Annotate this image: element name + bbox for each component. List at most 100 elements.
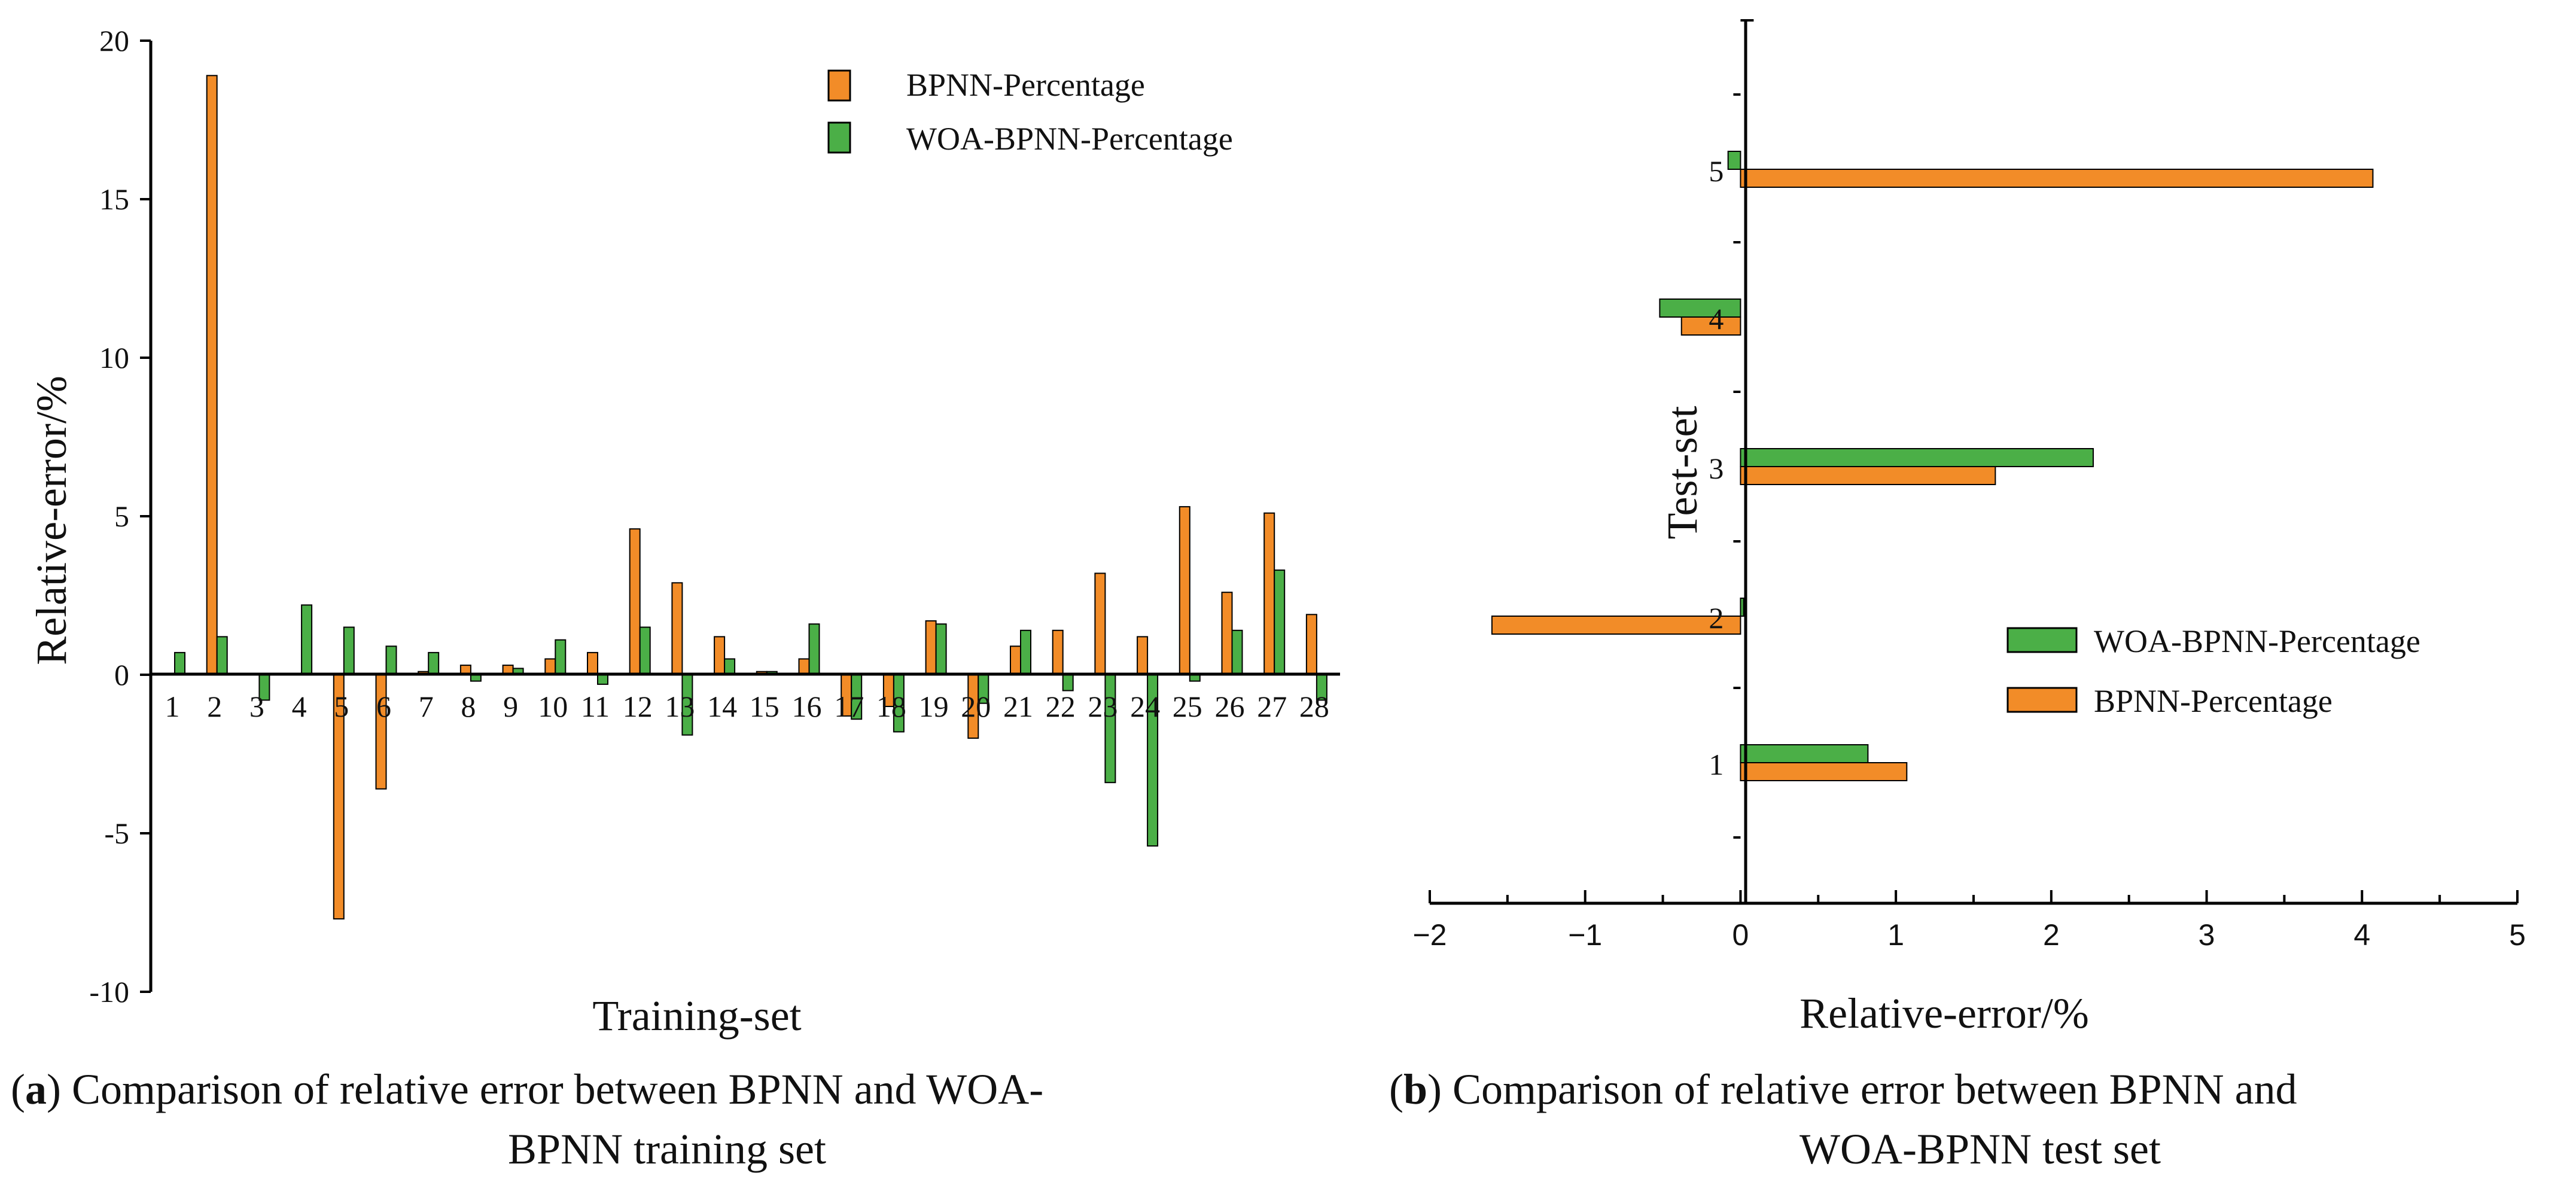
chart-b-x-axis-title: Relative-error/% xyxy=(1799,989,2089,1037)
chart-b-x-tick-label: 0 xyxy=(1732,918,1749,952)
chart-b-x-tick-label: 2 xyxy=(2043,918,2060,952)
chart-a-legend-label-woa: WOA-BPNN-Percentage xyxy=(906,121,1233,157)
chart-b-y-tick-label: 4 xyxy=(1709,302,1724,336)
chart-b-bar-woa-4 xyxy=(1659,298,1741,318)
chart-b-y-tick-label: 1 xyxy=(1709,748,1724,781)
chart-a-x-tick-label: 19 xyxy=(919,690,949,723)
chart-a-bar-woa-16 xyxy=(808,623,820,675)
chart-a-x-tick-label: 23 xyxy=(1088,690,1118,723)
chart-a-bar-woa-10 xyxy=(555,639,567,675)
chart-b-y-tick-label: 3 xyxy=(1709,452,1724,485)
chart-a-x-tick-label: 9 xyxy=(503,690,518,723)
chart-b-x-tick-label: −2 xyxy=(1412,918,1447,952)
chart-a-y-tick-label: 15 xyxy=(99,182,129,216)
chart-a-legend-label-bpnn: BPNN-Percentage xyxy=(906,67,1145,103)
chart-a-caption-text: ) Comparison of relative error between B… xyxy=(47,1065,1043,1113)
chart-a-x-tick-label: 4 xyxy=(292,690,307,723)
chart-a-y-tick-label: 5 xyxy=(114,499,129,533)
chart-a-y-axis-title: Relative-error/% xyxy=(28,376,75,665)
chart-b-caption-line2: WOA-BPNN test set xyxy=(1799,1125,2161,1173)
chart-b-y-ticks: 1 2 3 4 5 xyxy=(1709,19,1754,839)
chart-b-legend-label-bpnn: BPNN-Percentage xyxy=(2094,683,2333,719)
chart-b-bar-bpnn-2 xyxy=(1491,616,1741,635)
chart-a-bar-woa-8 xyxy=(470,674,482,682)
chart-a-x-tick-label: 28 xyxy=(1299,690,1329,723)
chart-a-bar-woa-7 xyxy=(428,651,440,676)
chart-b-bar-bpnn-3 xyxy=(1740,466,1996,485)
chart-b-bar-woa-5 xyxy=(1727,151,1741,170)
chart-a-bar-woa-11 xyxy=(597,674,608,685)
chart-a-x-tick-label: 12 xyxy=(623,690,653,723)
chart-a-bar-woa-22 xyxy=(1062,674,1074,692)
chart-a-bar-woa-12 xyxy=(639,626,651,675)
chart-a-caption-letter: a xyxy=(25,1065,47,1113)
chart-a-y-tick-label: 20 xyxy=(99,24,129,57)
chart-a-x-tick-label: 15 xyxy=(750,690,780,723)
chart-a-x-axis-title: Training-set xyxy=(592,992,801,1040)
chart-a-bar-woa-14 xyxy=(724,658,736,675)
chart-a-bar-woa-2 xyxy=(216,636,228,676)
chart-b-bars xyxy=(1491,151,2374,781)
chart-a-bars xyxy=(164,75,1327,920)
chart-a-bar-bpnn-21 xyxy=(1010,645,1021,676)
chart-a-x-tick-label: 13 xyxy=(665,690,695,723)
chart-a-x-tick-label: 16 xyxy=(792,690,822,723)
chart-a-bar-woa-4 xyxy=(301,604,313,676)
chart-a-bar-bpnn-26 xyxy=(1221,592,1233,676)
chart-a-x-tick-label: 24 xyxy=(1130,690,1160,723)
chart-a-bar-bpnn-27 xyxy=(1263,512,1275,675)
chart-a-bar-woa-6 xyxy=(385,645,397,676)
chart-a-x-tick-label: 17 xyxy=(834,690,864,723)
chart-a-legend-swatch-bpnn xyxy=(827,69,851,102)
chart-b-x-tick-label: 3 xyxy=(2199,918,2215,952)
chart-b-legend-label-woa: WOA-BPNN-Percentage xyxy=(2094,623,2420,659)
chart-b-bar-bpnn-4 xyxy=(1680,316,1741,336)
chart-a-bar-bpnn-10 xyxy=(544,658,556,675)
chart-a-x-tick-label: 6 xyxy=(376,690,391,723)
chart-a-x-tick-label: 5 xyxy=(334,690,349,723)
chart-a-caption-line1: (a) Comparison of relative error between… xyxy=(11,1065,1043,1113)
chart-b-bar-bpnn-1 xyxy=(1740,762,1908,781)
chart-b-bar-woa-2 xyxy=(1740,598,1744,617)
chart-b-bar-woa-3 xyxy=(1740,448,2094,467)
chart-a-bar-bpnn-16 xyxy=(798,658,810,675)
chart-a-bar-bpnn-12 xyxy=(629,528,641,676)
chart-b-caption-text: ) Comparison of relative error between B… xyxy=(1427,1065,2297,1113)
chart-a-bar-woa-25 xyxy=(1189,674,1201,682)
chart-b-x-ticks: −2 −1 0 1 2 3 4 5 xyxy=(1412,890,2526,952)
chart-a-bar-bpnn-14 xyxy=(714,636,726,676)
chart-b-legend-swatch-woa xyxy=(2006,627,2078,653)
chart-a-y-tick-label: 10 xyxy=(99,341,129,374)
chart-b-x-tick-label: −1 xyxy=(1568,918,1602,952)
chart-a-y-tick-label: -5 xyxy=(104,817,129,850)
chart-a-bar-bpnn-28 xyxy=(1305,614,1317,676)
chart-a-bar-woa-27 xyxy=(1274,569,1286,675)
chart-a-x-ticks: 1 2 3 4 5 6 7 8 9 10 11 12 13 14 15 16 17 18 19 20 21 22 23 24 2… xyxy=(165,690,1329,723)
chart-b-x-tick-label: 4 xyxy=(2353,918,2370,952)
chart-b-caption-letter: b xyxy=(1403,1065,1427,1113)
chart-a-x-tick-label: 22 xyxy=(1046,690,1076,723)
chart-a-x-tick-label: 27 xyxy=(1257,690,1287,723)
chart-a-bar-woa-19 xyxy=(935,623,947,675)
chart-a-legend-swatch-woa xyxy=(827,121,851,154)
chart-a-x-tick-label: 25 xyxy=(1173,690,1202,723)
chart-a-bar-bpnn-2 xyxy=(206,75,218,676)
chart-b-y-axis-title: Test-set xyxy=(1658,406,1706,540)
chart-a-bar-woa-26 xyxy=(1231,629,1243,676)
chart-a-y-ticks: 20 15 10 5 0 -5 -10 xyxy=(89,24,151,1009)
chart-a-bar-bpnn-22 xyxy=(1052,629,1064,676)
chart-b-y-tick-label: 5 xyxy=(1709,154,1724,188)
chart-a-x-tick-label: 14 xyxy=(707,690,737,723)
chart-b-x-tick-label: 1 xyxy=(1887,918,1904,952)
chart-a-x-tick-label: 18 xyxy=(876,690,906,723)
chart-b-bar-woa-1 xyxy=(1740,744,1869,763)
chart-a-y-tick-label: 0 xyxy=(114,658,129,692)
chart-a-bar-woa-21 xyxy=(1020,629,1031,676)
chart-b-x-tick-label: 5 xyxy=(2509,918,2526,952)
chart-a-x-tick-label: 7 xyxy=(419,690,434,723)
chart-a-x-tick-label: 8 xyxy=(461,690,476,723)
chart-a-x-tick-label: 3 xyxy=(249,690,264,723)
chart-b-y-tick-label: 2 xyxy=(1709,601,1724,635)
